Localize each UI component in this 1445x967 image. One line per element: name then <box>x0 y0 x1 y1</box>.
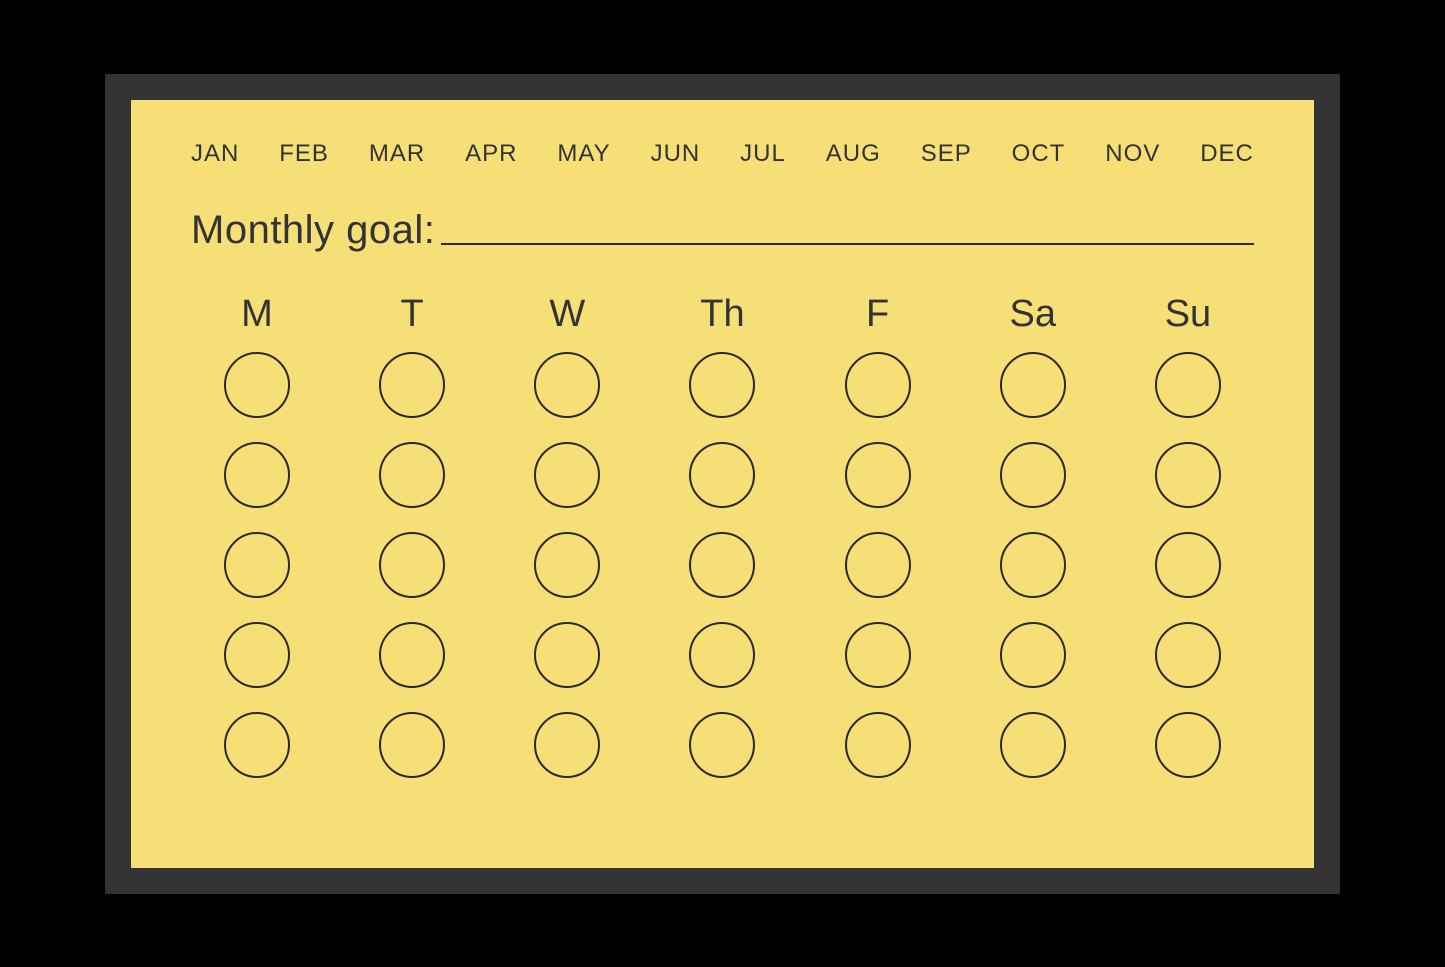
month-nov[interactable]: NOV <box>1105 140 1160 168</box>
day-circle[interactable] <box>1000 622 1066 688</box>
month-jul[interactable]: JUL <box>740 140 786 168</box>
week-row-3 <box>221 532 1224 598</box>
day-circle[interactable] <box>379 712 445 778</box>
day-header-tue: T <box>376 293 448 336</box>
month-feb[interactable]: FEB <box>279 140 329 168</box>
day-header-fri: F <box>842 293 914 336</box>
day-circle[interactable] <box>224 532 290 598</box>
months-row: JAN FEB MAR APR MAY JUN JUL AUG SEP OCT … <box>191 140 1254 168</box>
day-circle[interactable] <box>379 622 445 688</box>
day-header-sun: Su <box>1152 293 1224 336</box>
day-circle[interactable] <box>845 622 911 688</box>
month-sep[interactable]: SEP <box>921 140 972 168</box>
day-circle[interactable] <box>845 532 911 598</box>
month-apr[interactable]: APR <box>465 140 517 168</box>
day-circle[interactable] <box>845 442 911 508</box>
day-circle[interactable] <box>534 622 600 688</box>
day-circle[interactable] <box>1000 532 1066 598</box>
day-header-wed: W <box>531 293 603 336</box>
month-dec[interactable]: DEC <box>1200 140 1254 168</box>
day-circle[interactable] <box>1155 712 1221 778</box>
day-circle[interactable] <box>845 352 911 418</box>
day-circle[interactable] <box>224 622 290 688</box>
month-may[interactable]: MAY <box>557 140 610 168</box>
day-header-mon: M <box>221 293 293 336</box>
day-circle[interactable] <box>1155 442 1221 508</box>
month-oct[interactable]: OCT <box>1012 140 1066 168</box>
day-circle[interactable] <box>534 352 600 418</box>
day-circle[interactable] <box>224 352 290 418</box>
goal-input-line[interactable] <box>441 243 1254 245</box>
week-row-2 <box>221 442 1224 508</box>
day-circle[interactable] <box>534 712 600 778</box>
day-circle[interactable] <box>1000 352 1066 418</box>
day-circle[interactable] <box>1000 712 1066 778</box>
day-circle[interactable] <box>224 442 290 508</box>
month-aug[interactable]: AUG <box>826 140 881 168</box>
day-header-sat: Sa <box>997 293 1069 336</box>
day-circle[interactable] <box>534 532 600 598</box>
day-headers-row: M T W Th F Sa Su <box>221 293 1224 336</box>
goal-row: Monthly goal: <box>191 208 1254 253</box>
frame: JAN FEB MAR APR MAY JUN JUL AUG SEP OCT … <box>105 74 1340 894</box>
day-circle[interactable] <box>1155 352 1221 418</box>
day-circle[interactable] <box>689 622 755 688</box>
day-circle[interactable] <box>379 352 445 418</box>
month-jun[interactable]: JUN <box>651 140 701 168</box>
day-circle[interactable] <box>1155 532 1221 598</box>
calendar: M T W Th F Sa Su <box>191 293 1254 802</box>
day-circle[interactable] <box>224 712 290 778</box>
habit-tracker-card: JAN FEB MAR APR MAY JUN JUL AUG SEP OCT … <box>131 100 1314 868</box>
day-circle[interactable] <box>689 532 755 598</box>
day-circle[interactable] <box>1000 442 1066 508</box>
day-circle[interactable] <box>379 442 445 508</box>
day-circle[interactable] <box>689 442 755 508</box>
month-jan[interactable]: JAN <box>191 140 239 168</box>
day-circle[interactable] <box>689 352 755 418</box>
day-circle[interactable] <box>379 532 445 598</box>
month-mar[interactable]: MAR <box>369 140 425 168</box>
day-header-thu: Th <box>686 293 758 336</box>
goal-label: Monthly goal: <box>191 208 435 253</box>
day-circle[interactable] <box>1155 622 1221 688</box>
day-circle[interactable] <box>534 442 600 508</box>
week-row-4 <box>221 622 1224 688</box>
day-circle[interactable] <box>845 712 911 778</box>
week-row-1 <box>221 352 1224 418</box>
day-circle[interactable] <box>689 712 755 778</box>
week-row-5 <box>221 712 1224 778</box>
